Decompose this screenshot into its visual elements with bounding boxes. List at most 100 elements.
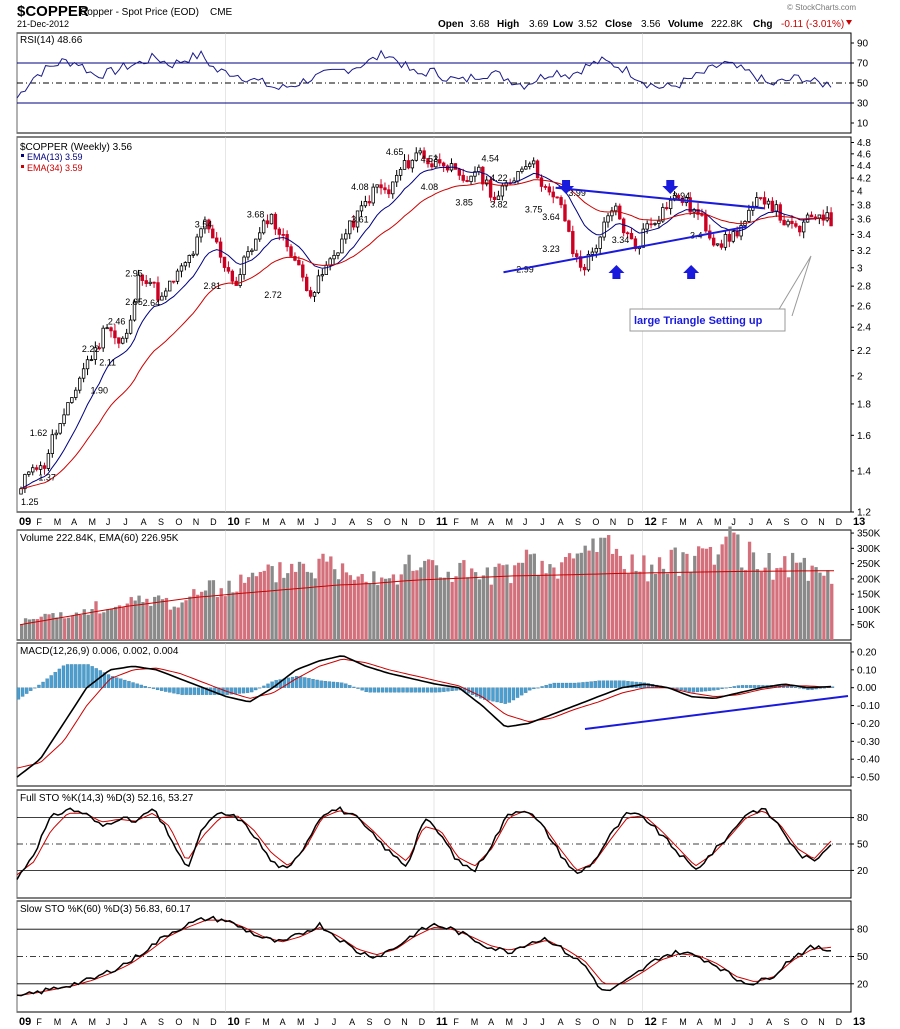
volume-bar — [262, 570, 266, 640]
y-tick-label: 1.2 — [857, 508, 871, 519]
volume-bar — [125, 603, 129, 640]
volume-bar — [184, 600, 188, 640]
macd-histogram-bar — [794, 687, 798, 688]
ema13-legend: EMA(13) 3.59 — [27, 152, 83, 162]
candle-body — [621, 218, 626, 234]
price-label: 2.95 — [125, 268, 143, 278]
candle-body — [38, 465, 43, 470]
candle-body — [575, 253, 579, 257]
volume-bar — [356, 576, 360, 640]
candle-body — [105, 327, 109, 330]
volume-bar — [59, 612, 63, 640]
macd-histogram-bar — [155, 687, 160, 691]
x-tick-label: A — [71, 1017, 77, 1027]
candle-body — [187, 254, 191, 263]
macd-histogram-bar — [348, 685, 352, 688]
candle-body — [54, 432, 58, 436]
volume-bar — [376, 585, 380, 640]
x-tick-label: O — [175, 1017, 182, 1027]
volume-bar — [779, 567, 783, 640]
volume-bar — [70, 615, 75, 640]
macd-histogram-bar — [217, 687, 221, 695]
candle-body — [715, 243, 720, 246]
candle-body — [391, 181, 395, 195]
price-label: 3.23 — [542, 244, 560, 254]
macd-histogram-bar — [434, 687, 438, 693]
macd-histogram-bar — [507, 687, 512, 703]
candle-body — [171, 280, 176, 283]
volume-bar — [657, 557, 662, 640]
volume-bar — [137, 595, 141, 640]
macd-histogram-bar — [176, 687, 180, 695]
rsi-y-axis: 90 70 50 30 10 — [851, 39, 869, 130]
macd-histogram-bar — [704, 687, 708, 692]
price-label: 1.25 — [21, 497, 39, 507]
x-tick-label: A — [488, 1017, 494, 1027]
candle-body — [786, 220, 790, 226]
candle-body — [398, 168, 403, 176]
macd-histogram-bar — [127, 681, 131, 688]
x-tick-label: J — [332, 1017, 337, 1027]
volume-bar — [724, 536, 728, 640]
quote-volume: 222.8K — [711, 19, 743, 30]
volume-bar — [293, 571, 298, 640]
candle-body — [485, 179, 489, 185]
quote-open: 3.68 — [470, 19, 490, 30]
x-tick-label: J — [523, 517, 528, 527]
x-tick-label: N — [610, 517, 617, 527]
candle-body — [93, 347, 98, 360]
volume-bar — [704, 548, 709, 640]
price-label: 3.34 — [612, 235, 630, 245]
candle-body — [226, 267, 231, 272]
candle-body — [113, 330, 117, 339]
x-tick-label: D — [836, 517, 843, 527]
candle-body — [222, 256, 227, 268]
y-tick-label: 50 — [857, 952, 869, 963]
candle-body — [273, 213, 278, 230]
candle-body — [375, 184, 379, 188]
x-tick-label: J — [540, 1017, 545, 1027]
candle-body — [563, 204, 567, 222]
candle-body — [731, 231, 735, 242]
volume-bar — [794, 562, 799, 640]
y-tick-label: 2 — [857, 371, 863, 382]
volume-bar — [407, 554, 411, 640]
macd-histogram-bar — [376, 687, 381, 693]
candle-body — [332, 254, 336, 260]
volume-bar — [520, 562, 525, 640]
macd-histogram-bar — [614, 680, 618, 688]
candle-body — [324, 264, 328, 275]
candle-body — [304, 276, 309, 291]
candle-body — [520, 168, 524, 172]
arrow-up-icon — [683, 265, 700, 279]
candle-body — [668, 199, 673, 209]
macd-histogram-bar — [679, 687, 683, 691]
price-y-axis: 4.84.64.4 4.2 4 3.8 3.6 3.4 3.2 3 2.8 2.6 2.4 2.2 2 1… — [851, 138, 871, 519]
volume-bar — [822, 575, 826, 640]
candle-body — [46, 453, 51, 469]
macd-histogram-bar — [307, 678, 311, 688]
x-tick-label: J — [123, 517, 128, 527]
volume-bar — [755, 569, 760, 640]
candle-body — [320, 274, 325, 277]
macd-histogram-bar — [483, 687, 487, 700]
macd-histogram-bar — [789, 686, 794, 688]
candle-body — [58, 423, 62, 434]
full-sto-y-axis: 80 50 20 — [851, 813, 869, 877]
candle-body — [261, 220, 266, 234]
x-tick-label: D — [627, 517, 634, 527]
volume-bar — [583, 545, 587, 640]
x-tick-label: M — [297, 517, 305, 527]
volume-bar — [383, 578, 388, 640]
volume-bar — [172, 606, 176, 640]
x-tick-label: D — [210, 1017, 217, 1027]
macd-histogram-bar — [417, 687, 422, 693]
price-label: 1.37 — [38, 473, 56, 483]
volume-bar — [427, 559, 431, 640]
full-sto-d-line — [16, 810, 832, 876]
macd-histogram-bar — [339, 682, 344, 688]
macd-histogram-bar — [479, 687, 483, 699]
down-arrow-icon — [846, 20, 852, 25]
macd-histogram-bar — [712, 687, 716, 691]
macd-histogram-bar — [605, 680, 610, 688]
